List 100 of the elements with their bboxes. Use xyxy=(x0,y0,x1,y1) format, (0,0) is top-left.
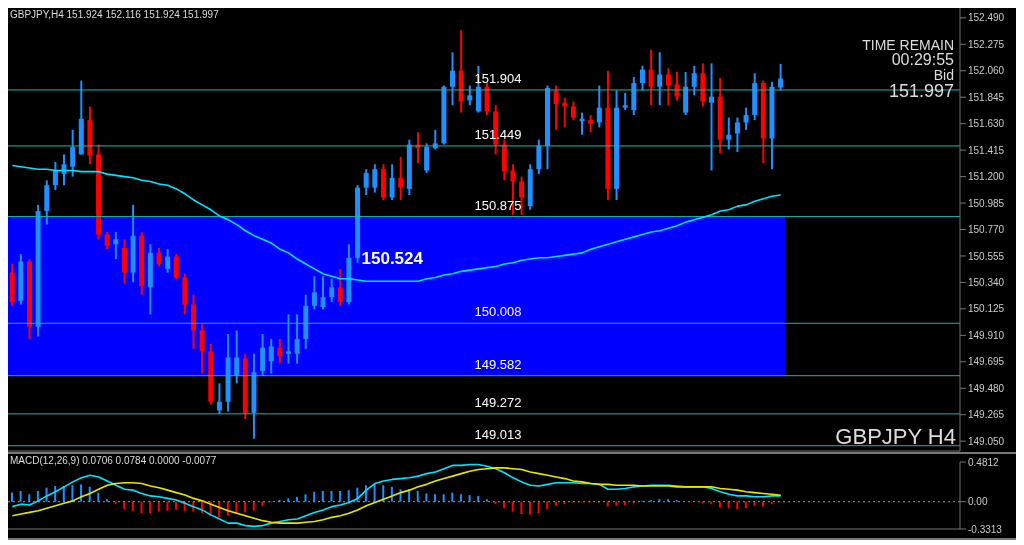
bar xyxy=(425,493,428,502)
bar xyxy=(485,499,488,502)
candlestick xyxy=(156,246,162,268)
bar xyxy=(149,501,152,514)
text: TIME REMAIN xyxy=(862,37,954,53)
y-tick-label: 152.490 xyxy=(968,12,1005,24)
candlestick xyxy=(570,100,576,121)
y-tick-label: 151.630 xyxy=(968,118,1005,130)
line-series xyxy=(11,164,782,282)
candlestick xyxy=(596,84,602,129)
bar xyxy=(252,501,255,511)
ref-line-label: 149.272 xyxy=(474,394,522,410)
bar xyxy=(416,490,419,502)
candlestick xyxy=(70,128,76,178)
candlestick xyxy=(363,168,369,197)
y-tick-label: 151.200 xyxy=(968,171,1005,183)
bar xyxy=(520,501,523,515)
bar xyxy=(11,492,13,502)
bar xyxy=(123,501,126,510)
candlestick xyxy=(398,155,404,201)
bar xyxy=(434,494,437,502)
candlestick xyxy=(519,175,525,216)
candlestick xyxy=(424,142,430,174)
y-tick-label: 150.770 xyxy=(968,224,1005,236)
bar xyxy=(744,501,747,509)
bar xyxy=(537,501,540,514)
text: Bid xyxy=(933,67,954,83)
bar xyxy=(753,501,756,506)
bar xyxy=(166,501,169,511)
y-tick-label: 150.985 xyxy=(968,197,1005,209)
candlestick xyxy=(389,163,395,201)
candlestick xyxy=(61,153,67,187)
candlestick xyxy=(268,338,274,375)
candlestick xyxy=(113,230,119,261)
candlestick xyxy=(216,382,222,416)
ref-line-label: 150.008 xyxy=(474,304,522,320)
candlestick xyxy=(337,267,343,307)
chart-title: MACD(12,26,9) 0.0706 0.0784 0.0000 -0.0077 xyxy=(10,455,217,466)
candlestick xyxy=(665,67,671,107)
candlestick xyxy=(277,338,283,365)
ref-line-label: 149.582 xyxy=(474,356,522,372)
bar xyxy=(157,501,160,512)
y-tick-label: 150.125 xyxy=(968,303,1005,315)
candlestick xyxy=(648,48,654,107)
bar xyxy=(131,501,134,511)
candlestick xyxy=(234,329,240,385)
text: 00:29:55 xyxy=(891,51,954,68)
bar xyxy=(175,501,178,510)
y-tick-label: 149.265 xyxy=(968,409,1005,421)
bar xyxy=(615,501,618,506)
bar xyxy=(140,501,143,514)
candlestick xyxy=(372,163,378,194)
candlestick xyxy=(52,160,58,192)
y-tick-label: 151.415 xyxy=(968,144,1005,156)
candlestick xyxy=(311,275,317,311)
y-tick-label: 0.4812 xyxy=(968,456,1000,468)
bar xyxy=(295,496,298,502)
text: GBPJPY H4 xyxy=(835,424,956,449)
y-tick-label: 0.00 xyxy=(968,496,988,508)
candlestick xyxy=(726,116,732,151)
candlestick xyxy=(536,138,542,176)
y-tick-label: -0.3313 xyxy=(968,523,1003,535)
bar xyxy=(244,501,247,513)
text: 151.997 xyxy=(888,81,954,101)
candlestick xyxy=(165,248,171,274)
bar xyxy=(468,495,471,502)
y-tick-label: 149.480 xyxy=(968,382,1005,394)
y-tick-label: 150.555 xyxy=(968,250,1005,262)
bar xyxy=(339,490,342,502)
bar xyxy=(727,501,730,509)
bar xyxy=(261,501,264,506)
bar xyxy=(321,490,324,502)
candlestick xyxy=(320,275,326,311)
candlestick xyxy=(294,313,300,365)
bar xyxy=(105,499,108,502)
bar xyxy=(606,501,609,507)
candlestick xyxy=(285,313,291,365)
bar xyxy=(762,501,765,507)
candlestick xyxy=(450,51,456,107)
bar xyxy=(451,492,454,502)
candlestick xyxy=(743,106,749,131)
candlestick xyxy=(199,323,205,375)
candlestick xyxy=(691,64,697,97)
candlestick xyxy=(467,84,473,107)
bar xyxy=(347,490,350,502)
candlestick xyxy=(173,253,179,280)
candlestick xyxy=(260,333,266,377)
bar xyxy=(503,501,506,509)
candlestick xyxy=(553,84,559,131)
bar xyxy=(304,494,307,502)
bar xyxy=(529,501,531,515)
bar xyxy=(554,501,557,506)
candlestick xyxy=(657,51,663,107)
band-label: 150.524 xyxy=(361,249,424,269)
candlestick xyxy=(709,62,715,172)
candlestick xyxy=(734,116,740,153)
candlestick xyxy=(639,64,645,92)
y-tick-label: 150.340 xyxy=(968,276,1005,288)
bar xyxy=(330,490,333,502)
bar xyxy=(459,494,462,502)
